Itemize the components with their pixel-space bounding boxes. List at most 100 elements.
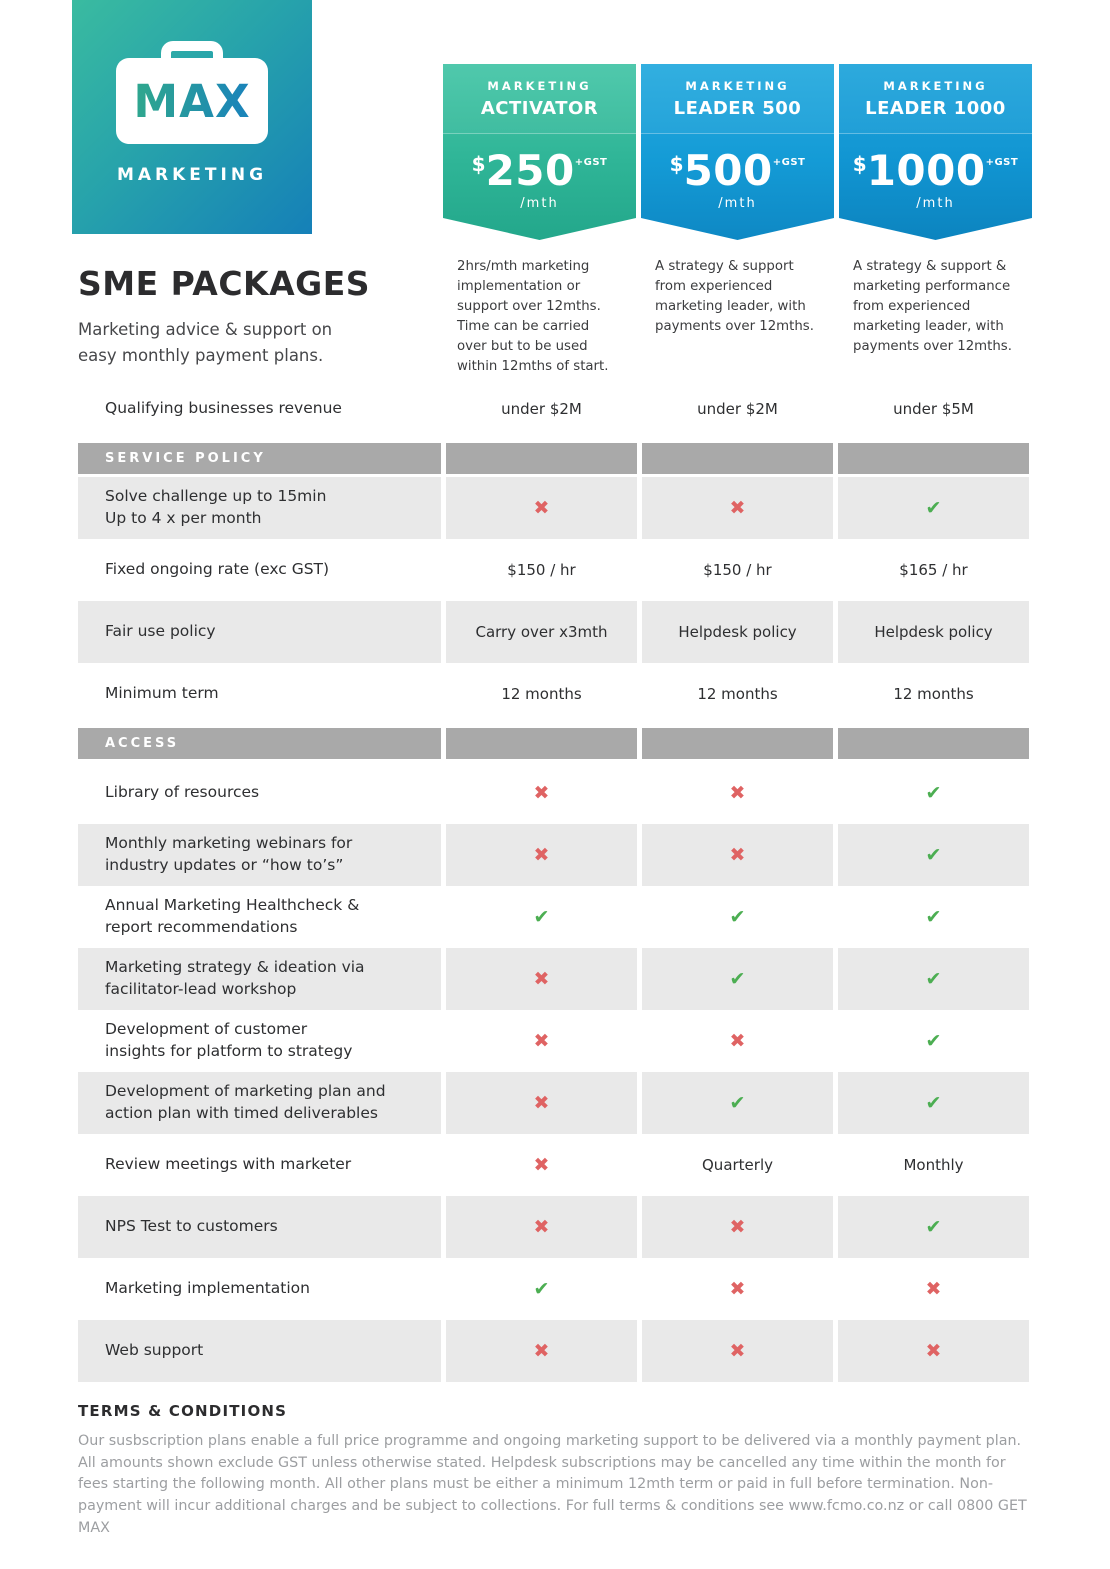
cell-value: ✔ xyxy=(838,1196,1029,1258)
x-icon: ✖ xyxy=(729,1215,746,1238)
price-period: /mth xyxy=(718,196,757,211)
cell-value: under $2M xyxy=(642,378,833,440)
check-icon: ✔ xyxy=(533,1277,550,1300)
table-row: Marketing strategy & ideation via facili… xyxy=(78,948,1031,1010)
price-amount: 500 xyxy=(683,146,773,195)
check-icon: ✔ xyxy=(925,967,942,990)
cell-value: ✔ xyxy=(838,824,1029,886)
row-label: Monthly marketing webinars for industry … xyxy=(78,824,441,886)
plan-banner-activator: MARKETING ACTIVATOR $250+GST /mth xyxy=(443,64,636,240)
table-row: Fair use policy Carry over x3mth Helpdesk … xyxy=(78,601,1031,663)
table-row: Development of marketing plan and action… xyxy=(78,1072,1031,1134)
x-icon: ✖ xyxy=(729,1277,746,1300)
row-label: Solve challenge up to 15min Up to 4 x pe… xyxy=(78,477,441,539)
cell-value: Helpdesk policy xyxy=(642,601,833,663)
table-row: Qualifying businesses revenue under $2M un… xyxy=(78,378,1031,440)
price-currency: $ xyxy=(471,152,486,176)
price-amount: 1000 xyxy=(866,146,986,195)
price-currency: $ xyxy=(852,152,867,176)
row-label: Fixed ongoing rate (exc GST) xyxy=(78,539,441,601)
table-row: Review meetings with marketer ✖ Quarterly M… xyxy=(78,1134,1031,1196)
x-icon: ✖ xyxy=(533,843,550,866)
cell-value: ✔ xyxy=(642,948,833,1010)
terms-body: Our susbscription plans enable a full pr… xyxy=(78,1433,1027,1536)
briefcase-icon: MAX xyxy=(116,41,268,144)
section-cell xyxy=(446,728,637,759)
cell-value: ✔ xyxy=(838,477,1029,539)
plan-price: $500+GST /mth xyxy=(641,134,834,240)
check-icon: ✔ xyxy=(925,1029,942,1052)
x-icon: ✖ xyxy=(533,1153,550,1176)
x-icon: ✖ xyxy=(729,1339,746,1362)
table-row: Fixed ongoing rate (exc GST) $150 / hr $15… xyxy=(78,539,1031,601)
check-icon: ✔ xyxy=(729,967,746,990)
cell-value: ✖ xyxy=(642,1258,833,1320)
check-icon: ✔ xyxy=(925,1091,942,1114)
cell-value: ✔ xyxy=(838,762,1029,824)
section-label: SERVICE POLICY xyxy=(78,443,441,474)
cell-value: ✔ xyxy=(446,886,637,948)
table-row: Web support ✖ ✖ ✖ xyxy=(78,1320,1031,1382)
row-label: Development of marketing plan and action… xyxy=(78,1072,441,1134)
check-icon: ✔ xyxy=(729,905,746,928)
section-cell xyxy=(642,728,833,759)
cell-value: 12 months xyxy=(446,663,637,725)
x-icon: ✖ xyxy=(729,496,746,519)
page-subtitle: Marketing advice & support on easy month… xyxy=(78,320,333,365)
briefcase-body: MAX xyxy=(116,58,268,144)
plan-columns: MARKETING ACTIVATOR $250+GST /mth 2hrs/m… xyxy=(443,64,1032,377)
cell-value: Carry over x3mth xyxy=(446,601,637,663)
price-period: /mth xyxy=(916,196,955,211)
plan-header: MARKETING LEADER 1000 xyxy=(839,64,1032,134)
check-icon: ✔ xyxy=(925,1215,942,1238)
comparison-table: Qualifying businesses revenue under $2M un… xyxy=(78,378,1031,1382)
cell-value: ✔ xyxy=(446,1258,637,1320)
row-label: Marketing implementation xyxy=(78,1258,441,1320)
x-icon: ✖ xyxy=(729,1029,746,1052)
section-cell xyxy=(838,728,1029,759)
cell-value: ✔ xyxy=(642,1072,833,1134)
section-label: ACCESS xyxy=(78,728,441,759)
plan-banner-leader-1000: MARKETING LEADER 1000 $1000+GST /mth xyxy=(839,64,1032,240)
brand-logo: MAX MARKETING xyxy=(72,0,312,234)
section-cell xyxy=(642,443,833,474)
plan-column-activator: MARKETING ACTIVATOR $250+GST /mth 2hrs/m… xyxy=(443,64,636,377)
price-gst: +GST xyxy=(574,157,608,168)
plan-name: LEADER 500 xyxy=(673,97,802,119)
plan-banner-leader-500: MARKETING LEADER 500 $500+GST /mth xyxy=(641,64,834,240)
x-icon: ✖ xyxy=(533,1215,550,1238)
row-label: Minimum term xyxy=(78,663,441,725)
cell-value: under $5M xyxy=(838,378,1029,440)
table-section-header: SERVICE POLICY xyxy=(78,443,1031,474)
plan-column-leader-1000: MARKETING LEADER 1000 $1000+GST /mth A s… xyxy=(839,64,1032,377)
table-row: Minimum term 12 months 12 months 12 months xyxy=(78,663,1031,725)
table-row: Solve challenge up to 15min Up to 4 x pe… xyxy=(78,477,1031,539)
cell-value: ✖ xyxy=(446,824,637,886)
logo-brand-subtext: MARKETING xyxy=(116,165,268,185)
row-label: Review meetings with marketer xyxy=(78,1134,441,1196)
check-icon: ✔ xyxy=(925,905,942,928)
check-icon: ✔ xyxy=(925,781,942,804)
cell-value: ✖ xyxy=(642,1010,833,1072)
cell-value: ✔ xyxy=(838,1010,1029,1072)
row-label: Marketing strategy & ideation via facili… xyxy=(78,948,441,1010)
price-gst: +GST xyxy=(772,157,806,168)
x-icon: ✖ xyxy=(533,496,550,519)
cell-value: ✖ xyxy=(642,477,833,539)
price-currency: $ xyxy=(669,152,684,176)
check-icon: ✔ xyxy=(729,1091,746,1114)
check-icon: ✔ xyxy=(533,905,550,928)
cell-value: ✔ xyxy=(838,948,1029,1010)
cell-value: ✔ xyxy=(642,886,833,948)
price-amount: 250 xyxy=(485,146,575,195)
x-icon: ✖ xyxy=(729,843,746,866)
table-section-header: ACCESS xyxy=(78,728,1031,759)
table-row: NPS Test to customers ✖ ✖ ✔ xyxy=(78,1196,1031,1258)
x-icon: ✖ xyxy=(533,781,550,804)
check-icon: ✔ xyxy=(925,843,942,866)
cell-value: $150 / hr xyxy=(642,539,833,601)
row-label: Fair use policy xyxy=(78,601,441,663)
row-label: NPS Test to customers xyxy=(78,1196,441,1258)
cell-value: ✔ xyxy=(838,886,1029,948)
